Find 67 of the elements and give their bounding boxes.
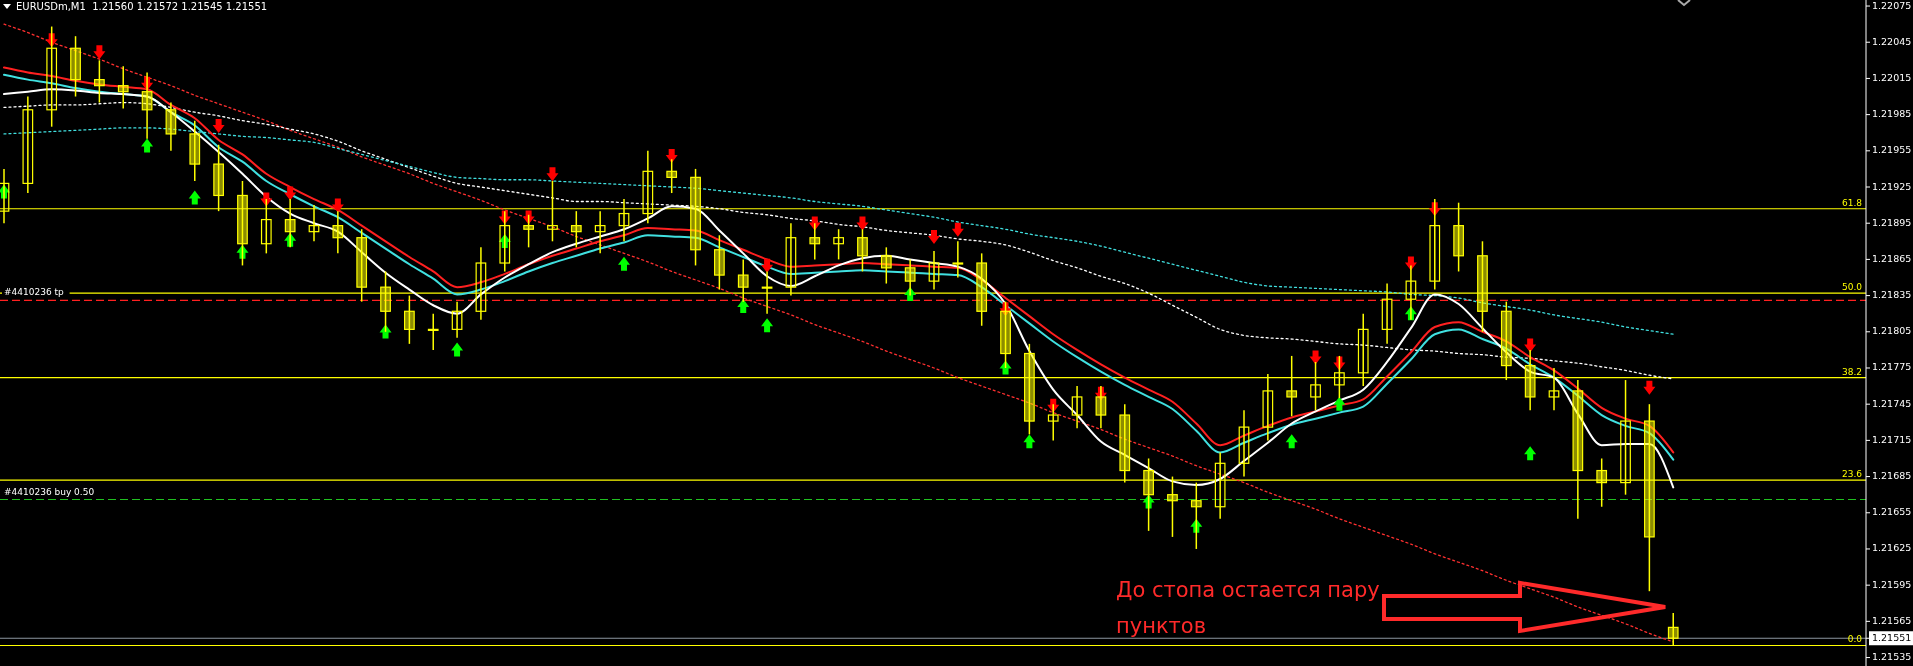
point	[951, 222, 964, 237]
candlestick	[165, 101, 177, 152]
candlestick	[117, 65, 129, 110]
point	[331, 198, 344, 213]
point	[665, 149, 678, 164]
point	[928, 229, 940, 244]
y-tick-label: 1.21551	[1872, 631, 1912, 643]
annotation: 0.0	[1847, 634, 1863, 645]
candlestick	[833, 228, 844, 261]
point	[212, 118, 225, 133]
y-tick-label: 1.21565	[1872, 614, 1912, 626]
line-series	[3, 23, 1674, 643]
point	[284, 186, 297, 201]
y-tick-label: 1.21625	[1872, 542, 1912, 554]
y-tick-label: 1.21805	[1872, 325, 1912, 337]
y-tick-label: 1.21595	[1872, 578, 1912, 590]
point	[761, 258, 774, 273]
y-tick-label: 1.21895	[1872, 216, 1912, 228]
y-tick-label: 1.22045	[1872, 35, 1912, 47]
candlestick	[690, 168, 701, 267]
point	[93, 45, 106, 60]
y-tick-label: 1.22015	[1872, 71, 1912, 83]
y-tick-label: 1.21955	[1872, 144, 1912, 156]
point	[451, 342, 464, 357]
y-tick-label: 1.21745	[1872, 397, 1912, 409]
candlestick	[1071, 385, 1083, 430]
point	[1333, 396, 1346, 411]
point	[1524, 446, 1537, 461]
candlestick	[22, 95, 34, 194]
ref-line-label: #4410236 buy 0.50	[4, 486, 95, 497]
candlestick	[714, 234, 725, 291]
point	[999, 360, 1012, 375]
candlestick	[570, 210, 582, 249]
candlestick	[928, 250, 940, 291]
candlestick	[880, 246, 892, 285]
annotation: 38.2	[1841, 366, 1862, 377]
y-tick-label: 1.22075	[1872, 0, 1912, 11]
annotation: 50.0	[1841, 282, 1863, 293]
candlestick	[451, 300, 463, 339]
y-tick-label: 1.21985	[1872, 108, 1912, 120]
y-tick-label: 1.21655	[1872, 506, 1912, 518]
y-tick-label: 1.21715	[1872, 433, 1912, 445]
point	[1023, 434, 1036, 449]
candlestick	[1238, 409, 1250, 478]
y-tick-label: 1.21535	[1872, 651, 1912, 663]
y-tick-label: 1.21865	[1872, 252, 1912, 264]
candlestick	[189, 119, 201, 182]
annotation: До стопа остается пару пунктов	[1116, 578, 1380, 638]
candlestick	[594, 210, 606, 255]
chart-title: EURUSDm,M1 1.21560 1.21572 1.21545 1.21551	[16, 1, 268, 12]
point	[546, 167, 559, 182]
point	[260, 192, 273, 207]
candlestick	[952, 240, 964, 279]
candlestick	[70, 35, 81, 98]
y-tick-label: 1.21775	[1872, 361, 1912, 373]
candlestick	[94, 59, 105, 104]
candlestick	[404, 294, 415, 345]
y-tick-label: 1.21685	[1872, 470, 1912, 482]
point	[856, 216, 869, 231]
annotation: 23.6	[1841, 469, 1863, 480]
candlestick	[427, 312, 439, 351]
annotation: 61.8	[1841, 197, 1863, 208]
y-tick-label: 1.21925	[1872, 180, 1912, 192]
y-tick-label: 1.21835	[1872, 289, 1912, 301]
point	[1404, 256, 1417, 271]
ref-line-label: #4410236 tp	[4, 287, 65, 298]
point	[1285, 434, 1298, 449]
